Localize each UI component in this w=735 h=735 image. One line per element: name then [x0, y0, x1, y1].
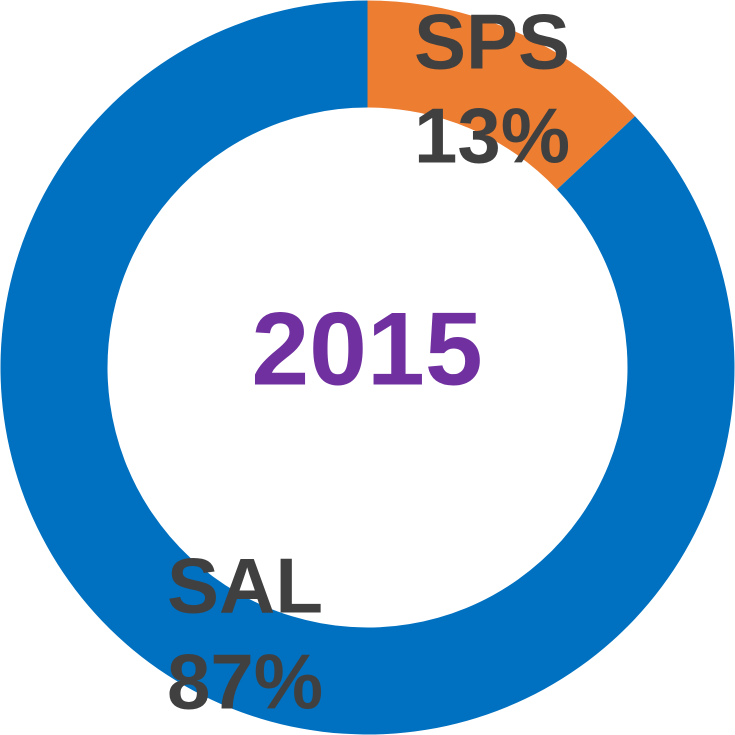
center-label: 2015 [251, 291, 482, 407]
slice-category-label: SAL [167, 542, 323, 630]
slice-value-label: 13% [414, 92, 570, 180]
slice-value-label: 87% [167, 638, 323, 726]
slice-category-label: SPS [414, 0, 570, 86]
slice [367, 0, 636, 190]
